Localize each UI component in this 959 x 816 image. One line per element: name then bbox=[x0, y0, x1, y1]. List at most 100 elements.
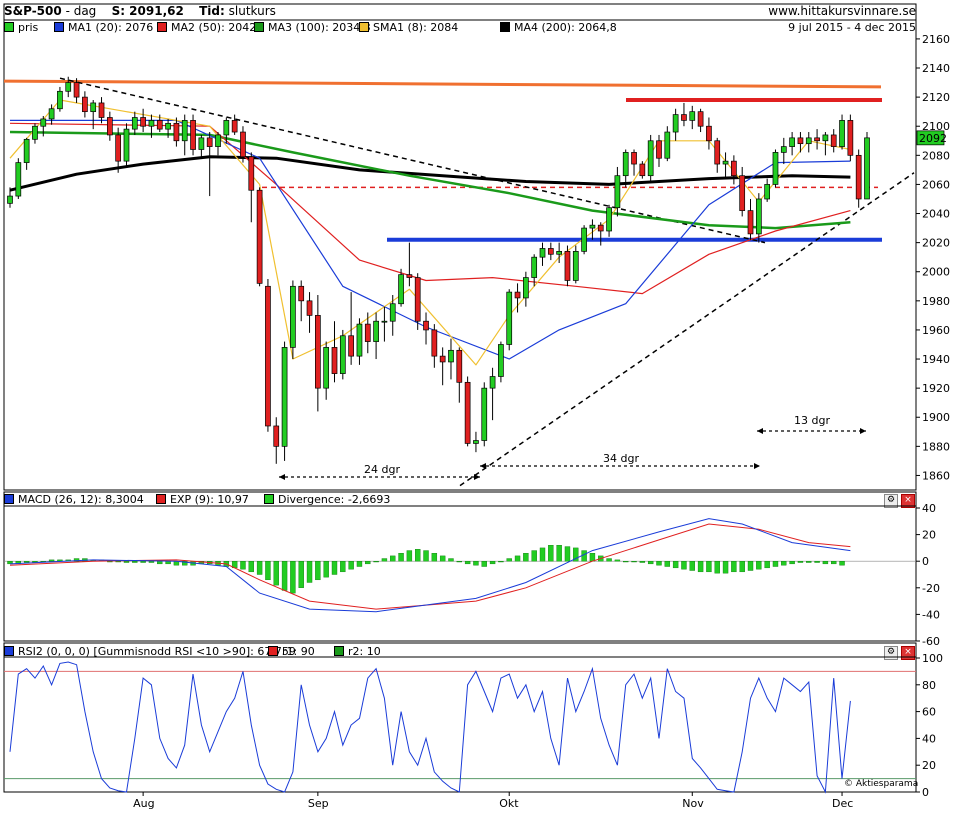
candle-body bbox=[273, 425, 280, 447]
downtrend-line bbox=[59, 77, 766, 244]
y-tick-label: 2040 bbox=[922, 208, 950, 221]
macd-histogram-bar bbox=[514, 555, 521, 562]
candle-body bbox=[231, 120, 238, 133]
candle-body bbox=[864, 137, 870, 200]
macd-y-tick-label: -20 bbox=[922, 582, 940, 595]
macd-histogram-bar bbox=[464, 561, 471, 565]
macd-histogram-bar bbox=[506, 558, 512, 562]
ma20-line bbox=[10, 119, 851, 360]
macd-histogram-bar bbox=[281, 561, 288, 591]
candle-body bbox=[73, 82, 80, 98]
macd-y-tick-label: -40 bbox=[922, 608, 940, 621]
candle-body bbox=[564, 251, 571, 281]
candle-body bbox=[381, 320, 388, 323]
rsi-y-tick-label: 0 bbox=[922, 786, 929, 799]
macd-y-tick-label: 0 bbox=[922, 555, 929, 568]
y-tick-label: 2140 bbox=[922, 62, 950, 75]
candle-body bbox=[731, 160, 737, 177]
legend-ma3: MA3 (100): 2034,3 bbox=[254, 21, 371, 34]
legend-divergence: Divergence: -2,6693 bbox=[264, 493, 390, 506]
macd-histogram-bar bbox=[573, 547, 579, 562]
candle-body bbox=[523, 277, 529, 299]
macd-y-tick-label: -60 bbox=[922, 635, 940, 648]
candle-body bbox=[556, 251, 562, 255]
candle-body bbox=[40, 118, 47, 127]
macd-histogram-bar bbox=[614, 559, 621, 562]
macd-histogram-bar bbox=[606, 558, 612, 562]
ma100-line bbox=[9, 130, 851, 230]
y-tick-label: 1940 bbox=[922, 353, 950, 366]
candle-body bbox=[131, 117, 138, 130]
macd-histogram-bar bbox=[439, 555, 446, 562]
macd-histogram-bar bbox=[664, 561, 671, 567]
candle-body bbox=[647, 140, 654, 177]
macd-histogram-bar bbox=[456, 561, 463, 563]
candle-body bbox=[7, 195, 13, 204]
candle-body bbox=[298, 285, 305, 302]
y-tick-label: 2120 bbox=[922, 91, 950, 104]
candle-body bbox=[315, 315, 321, 389]
candle-body bbox=[406, 274, 413, 278]
macd-histogram-bar bbox=[315, 561, 321, 581]
macd-settings-icon[interactable]: ⚙ bbox=[884, 494, 898, 508]
macd-y-tick-label: 40 bbox=[922, 502, 936, 515]
y-tick-label: 2000 bbox=[922, 266, 950, 279]
candle-body bbox=[15, 162, 22, 197]
macd-histogram-bar bbox=[373, 561, 379, 563]
y-tick-label: 1880 bbox=[922, 440, 950, 453]
candle-body bbox=[323, 347, 330, 389]
main-legend: pris MA1 (20): 2076 MA2 (50): 2042 MA3 (… bbox=[4, 21, 784, 35]
macd-histogram-bar bbox=[722, 561, 729, 574]
macd-histogram-bar bbox=[747, 561, 754, 571]
candle-body bbox=[622, 152, 629, 177]
macd-histogram-bar bbox=[656, 561, 662, 566]
macd-histogram-bar bbox=[531, 550, 537, 562]
rsi-y-tick-label: 20 bbox=[922, 759, 936, 772]
candle-body bbox=[814, 137, 820, 142]
candle-body bbox=[23, 138, 30, 163]
candle-body bbox=[339, 335, 346, 374]
candle-body bbox=[755, 198, 762, 235]
macd-close-icon[interactable]: × bbox=[901, 494, 915, 508]
candle-body bbox=[473, 440, 479, 444]
candle-body bbox=[364, 323, 371, 342]
candle-body bbox=[639, 163, 646, 177]
candle-body bbox=[539, 248, 546, 258]
site-link[interactable]: www.hittakursvinnare.se bbox=[768, 4, 916, 18]
macd-histogram-bar bbox=[23, 561, 30, 563]
candle-body bbox=[356, 323, 363, 357]
macd-histogram-bar bbox=[697, 561, 704, 573]
macd-histogram-bar bbox=[398, 553, 404, 562]
macd-histogram-bar bbox=[731, 561, 737, 573]
candle-body bbox=[764, 184, 771, 200]
macd-histogram-bar bbox=[706, 561, 712, 573]
y-tick-label: 2160 bbox=[922, 33, 950, 46]
candle-body bbox=[373, 320, 379, 342]
candle-body bbox=[747, 210, 754, 235]
legend-swatch bbox=[54, 22, 64, 32]
candle-body bbox=[456, 349, 463, 383]
candle-body bbox=[398, 274, 404, 305]
candle-body bbox=[631, 152, 637, 165]
rsi-y-tick-label: 40 bbox=[922, 732, 936, 745]
candle-body bbox=[597, 224, 604, 232]
candle-body bbox=[439, 355, 446, 363]
macd-histogram-bar bbox=[822, 561, 829, 565]
candle-body bbox=[65, 82, 72, 92]
macd-histogram-bar bbox=[631, 561, 637, 563]
candle-body bbox=[855, 154, 862, 200]
y-tick-label: 2020 bbox=[922, 237, 950, 250]
candle-body bbox=[464, 381, 471, 444]
legend-swatch bbox=[334, 646, 344, 656]
macd-histogram-bar bbox=[672, 561, 679, 569]
candle-body bbox=[681, 114, 687, 121]
macd-histogram-bar bbox=[323, 561, 329, 578]
y-tick-label: 1920 bbox=[922, 382, 950, 395]
macd-histogram-bar bbox=[831, 561, 837, 565]
macd-histogram-bar bbox=[273, 561, 279, 586]
candle-body bbox=[148, 120, 155, 127]
macd-histogram-bar bbox=[756, 561, 762, 570]
macd-histogram-bar bbox=[839, 561, 845, 566]
candle-body bbox=[772, 152, 779, 185]
legend-swatch bbox=[359, 22, 369, 32]
